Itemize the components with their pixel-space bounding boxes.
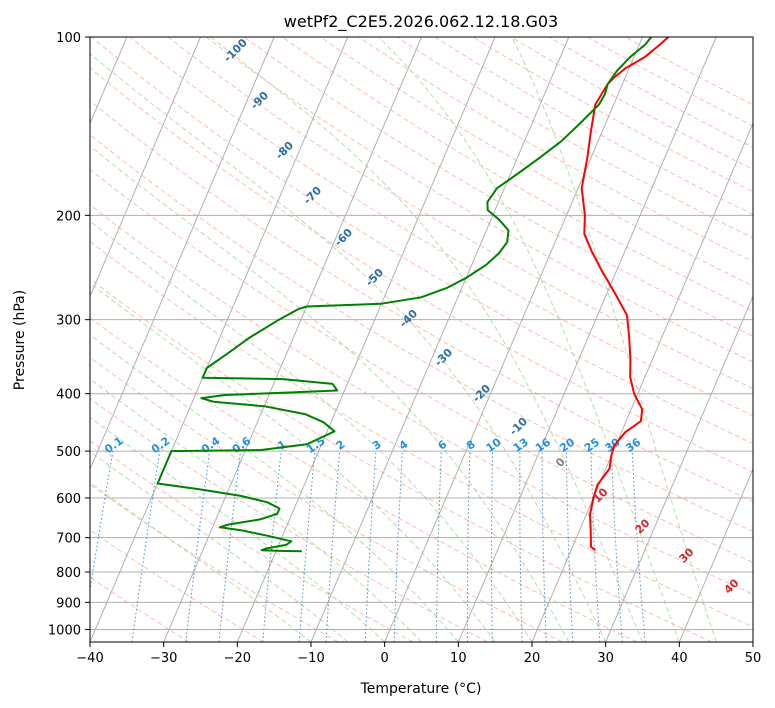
dry-adiabat-line xyxy=(396,37,753,239)
y-tick-label: 400 xyxy=(56,388,81,403)
isotherm-line xyxy=(90,37,201,298)
moist-adiabat-line xyxy=(90,282,496,642)
isotherm-line xyxy=(90,37,275,471)
dry-adiabat-line xyxy=(90,168,753,564)
dry-adiabat-line xyxy=(129,37,753,417)
dry-adiabat-line xyxy=(90,67,753,473)
dry-adiabat-line xyxy=(90,204,753,595)
isotherm-line xyxy=(605,295,753,642)
x-tick-label: −20 xyxy=(224,651,251,666)
dry-adiabat-line xyxy=(90,440,414,642)
x-axis-label: Temperature (°C) xyxy=(360,681,482,697)
dry-adiabat-line xyxy=(167,37,753,390)
x-tick-label: 40 xyxy=(671,651,688,666)
x-tick-label: 30 xyxy=(597,651,614,666)
moist-adiabat-line xyxy=(511,37,717,642)
mixing-ratio-line xyxy=(131,451,161,642)
moist-adiabat-line xyxy=(378,37,680,642)
isotherm-line xyxy=(457,37,717,642)
x-tick-label: −30 xyxy=(150,651,177,666)
dry-adiabat-line xyxy=(90,134,753,533)
y-tick-label: 100 xyxy=(56,31,81,46)
mixing-ratio-line xyxy=(218,451,241,642)
isotherm-line xyxy=(90,37,349,642)
dry-adiabat-line xyxy=(90,278,712,642)
dry-adiabat-line xyxy=(90,529,264,642)
x-tick-label: −40 xyxy=(76,651,103,666)
moist-adiabat-line xyxy=(90,481,312,642)
dry-adiabat-line xyxy=(548,37,753,149)
moist-adiabat-line xyxy=(90,52,607,642)
plot-frame xyxy=(89,36,754,643)
profile-series xyxy=(156,37,669,553)
y-axis-label: Pressure (hPa) xyxy=(12,290,28,390)
dry-adiabat-line xyxy=(243,37,753,337)
dry-adiabat-line xyxy=(91,37,753,445)
moist-adiabat-line xyxy=(90,145,570,642)
y-tick-label: 1000 xyxy=(48,623,81,638)
isotherm-line xyxy=(531,122,753,642)
x-tick-label: −10 xyxy=(297,651,324,666)
x-tick-label: 20 xyxy=(524,651,541,666)
y-tick-label: 300 xyxy=(56,314,81,329)
y-tick-label: 800 xyxy=(56,566,81,581)
mixing-ratio-line xyxy=(185,451,211,642)
profile-line-dewpoint xyxy=(156,37,653,553)
y-tick-label: 900 xyxy=(56,596,81,611)
dry-adiabat-line xyxy=(472,37,753,193)
mixing-ratio-line xyxy=(90,451,114,594)
x-tick-label: 0 xyxy=(381,651,389,666)
dry-adiabat-line xyxy=(358,37,753,263)
x-tick-label: 50 xyxy=(745,651,762,666)
isotherm-line xyxy=(236,37,496,642)
profile-line-temperature xyxy=(580,37,669,551)
y-tick-label: 600 xyxy=(56,492,81,507)
axis-ticks: −40 −30 −20 −10 0 10 20 30 40 50 100 200 300 400 500 60… xyxy=(48,31,761,666)
dry-adiabat-line xyxy=(90,317,638,642)
x-tick-label: 10 xyxy=(450,651,467,666)
isotherm-line xyxy=(678,467,753,642)
y-tick-label: 700 xyxy=(56,532,81,547)
dry-adiabat-line xyxy=(205,37,753,363)
isotherm-line xyxy=(384,37,643,642)
isotherm-line xyxy=(310,37,570,642)
isotherm-line xyxy=(163,37,422,642)
dry-adiabat-line xyxy=(90,240,753,628)
moist-adiabat-line xyxy=(90,334,459,642)
moist-adiabat-line xyxy=(210,37,643,642)
chart-title: wetPf2_C2E5.2026.062.12.18.G03 xyxy=(284,12,558,32)
y-tick-label: 200 xyxy=(56,209,81,224)
y-tick-label: 500 xyxy=(56,445,81,460)
dry-adiabat-line xyxy=(510,37,753,171)
